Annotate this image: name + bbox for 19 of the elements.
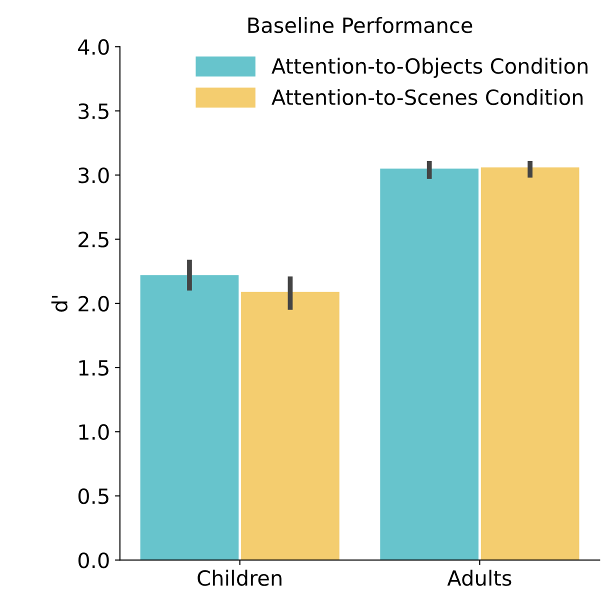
y-axis-title: d' xyxy=(51,296,68,312)
bar xyxy=(241,292,340,560)
y-tick-label: 4.0 xyxy=(78,39,109,55)
y-tick-label: 0.5 xyxy=(78,488,108,504)
y-tick-label: 0.0 xyxy=(78,552,109,568)
y-tick-label: 2.5 xyxy=(78,232,108,248)
x-tick-label: Adults xyxy=(447,570,512,586)
bar xyxy=(140,275,239,560)
y-tick-label: 1.5 xyxy=(79,360,108,376)
legend-label: Attention-to-Objects Condition xyxy=(272,58,588,78)
bar xyxy=(380,168,478,560)
y-tick-label: 3.0 xyxy=(78,168,109,184)
bar xyxy=(480,167,580,560)
y-tick-label: 1.0 xyxy=(79,424,109,440)
chart-title: Baseline Performance xyxy=(248,17,472,34)
x-tick-label: Children xyxy=(198,570,282,586)
y-tick-label: 3.5 xyxy=(78,103,108,120)
legend-label: Attention-to-Scenes Condition xyxy=(272,88,583,106)
y-tick-label: 2.0 xyxy=(78,296,109,312)
